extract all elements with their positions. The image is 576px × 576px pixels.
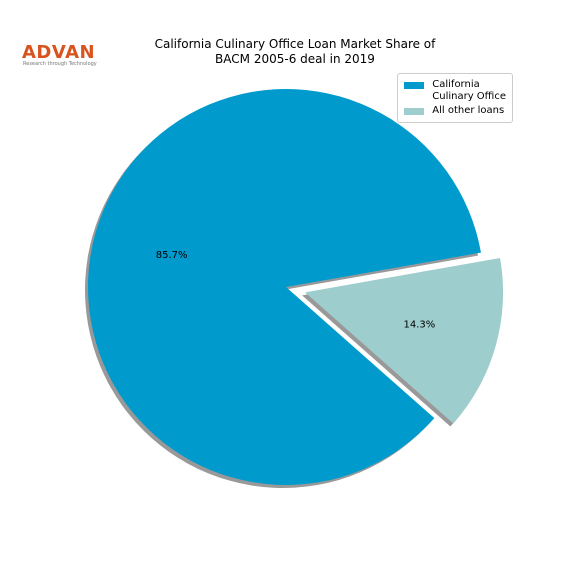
legend-entry: California Culinary Office [404, 79, 506, 103]
slice [88, 89, 481, 486]
chart-title: California Culinary Office Loan Market S… [154, 37, 436, 66]
legend-label: California Culinary Office [432, 79, 506, 102]
legend: California Culinary Office All other loan… [397, 73, 513, 123]
legend-label: All other loans [432, 105, 505, 116]
logo: ADVAN [22, 42, 96, 63]
legend-entry: All other loans [404, 105, 506, 117]
legend-swatch [404, 82, 425, 89]
data-label: 14.3% [404, 320, 436, 331]
slice [305, 257, 504, 424]
legend-swatch [404, 108, 425, 115]
data-label: 85.7% [156, 250, 188, 261]
logo-tagline: Research through Technology [23, 61, 97, 67]
